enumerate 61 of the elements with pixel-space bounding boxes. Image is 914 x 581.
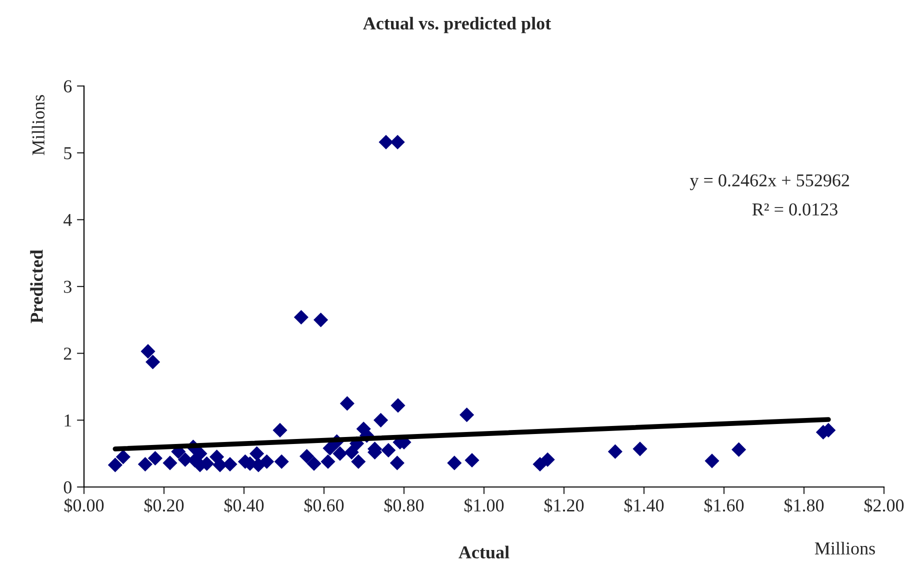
point [464,452,480,468]
x-tick-label: $1.60 [704,498,744,513]
x-tick-label: $0.80 [384,498,424,513]
point [306,456,322,471]
point [390,456,404,470]
point [460,408,474,422]
x-tick-label: $0.40 [224,498,264,513]
point [294,310,308,325]
y-tick-label: 3 [64,280,72,293]
y-tick-label: 2 [64,348,72,360]
y-axis-title: Predicted [30,250,43,324]
point [340,396,354,411]
point [272,422,288,438]
x-tick-label: $0.00 [64,498,104,513]
point [390,134,405,150]
x-tick-label: $0.60 [304,498,344,513]
point [374,412,388,428]
point [704,454,720,468]
y-tick-label: 4 [64,214,72,226]
annotation: y = 0.2462x + 552962 [690,174,850,190]
point [250,446,264,461]
point [608,444,622,459]
x-tick-label: $0.20 [144,498,184,513]
x-tick-label: $1.00 [464,498,504,513]
point [260,454,274,469]
y-tick-label: 6 [64,80,72,92]
x-tick-label: $2.00 [864,498,904,513]
point [116,450,130,464]
x-tick-label: $1.40 [624,498,664,513]
point [390,398,406,413]
x-axis-title: Actual [458,546,510,558]
y-tick-label: 5 [64,147,72,160]
x-tick-label: $1.20 [544,498,584,513]
y-tick-label: 1 [64,414,72,426]
point [447,456,462,470]
point [274,454,289,469]
point [162,456,178,470]
point [108,458,122,472]
point [344,444,359,460]
point [222,456,238,472]
point [540,452,555,467]
point [320,454,336,469]
y-tick-label: 0 [64,481,72,494]
point [146,354,160,370]
point [192,446,208,461]
point [314,312,328,328]
point [300,448,314,464]
point [138,456,152,472]
text: Millions [814,542,875,555]
point [351,454,366,469]
point [140,344,156,359]
point [332,446,348,461]
chart-title: Actual vs. predicted plot [363,16,552,34]
x-tick-label: $1.80 [784,498,824,513]
point [148,450,162,466]
point [378,134,394,150]
point [632,442,648,456]
text: Millions [32,95,45,156]
annotation: R² = 0.0123 [752,203,838,216]
point [732,442,746,457]
point [381,442,396,458]
